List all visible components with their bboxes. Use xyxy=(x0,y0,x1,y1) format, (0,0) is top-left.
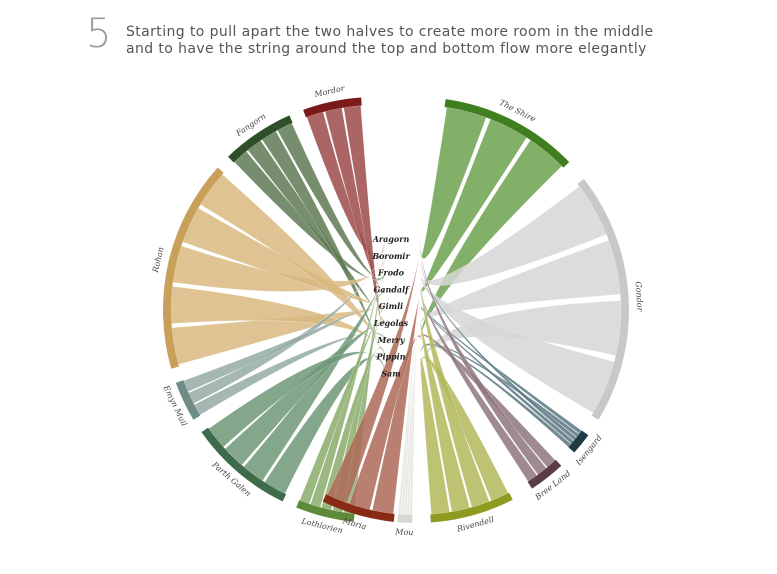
arc-isengard xyxy=(568,430,589,453)
ribbon-mordor xyxy=(343,105,386,341)
arc-label-mordor: Mordor xyxy=(313,84,347,100)
arc-fangorn xyxy=(228,115,293,163)
ribbon-isengard xyxy=(420,254,577,441)
arc-emyn-muil xyxy=(175,380,201,420)
arc-the-shire xyxy=(444,99,570,168)
ribbon-fangorn xyxy=(261,130,386,375)
arc-label-gondor: Gondor xyxy=(634,281,645,313)
caption-line-2: and to have the string around the top an… xyxy=(126,41,647,57)
character-label-aragorn: Aragorn xyxy=(372,234,410,244)
ribbon-rivendell xyxy=(420,271,490,508)
ribbon-parth-galen xyxy=(243,271,386,482)
character-label-gandalf: Gandalf xyxy=(373,284,410,294)
arc-mou xyxy=(397,514,413,523)
ribbon-isengard xyxy=(420,304,575,445)
arc-lothlorien xyxy=(296,500,355,522)
ribbon-moria xyxy=(371,288,422,514)
character-label-layer: Aragorn Boromir Frodo Gandalf Gimli Legolas Me… xyxy=(371,234,410,378)
character-label-merry: Merry xyxy=(376,335,405,345)
ribbon-mou xyxy=(398,304,422,515)
character-label-gimli: Gimli xyxy=(379,301,403,311)
caption: Starting to pull apart the two halves to… xyxy=(126,24,766,58)
arc-parth-galen xyxy=(201,427,287,502)
step-number: 5 xyxy=(86,11,112,57)
character-label-sam: Sam xyxy=(381,368,400,378)
caption-line-1: Starting to pull apart the two halves to… xyxy=(126,24,654,40)
arc-label-rohan: Rohan xyxy=(151,246,166,274)
ribbon-emyn-muil xyxy=(193,332,386,416)
arc-rivendell xyxy=(430,492,513,523)
arc-label-moria: Moria xyxy=(341,516,368,532)
ribbon-rivendell xyxy=(419,357,450,515)
arc-layer xyxy=(162,97,629,523)
ribbon-bree-land xyxy=(420,288,538,482)
ribbon-gondor xyxy=(420,271,615,414)
ribbon-mordor xyxy=(306,111,386,259)
character-label-pippin: Pippin xyxy=(375,352,405,362)
ribbon-bree-land xyxy=(420,237,547,476)
character-label-legolas: Legolas xyxy=(373,318,409,328)
ribbon-rohan xyxy=(172,245,386,292)
character-label-boromir: Boromir xyxy=(371,251,410,261)
ribbon-lothlorien xyxy=(321,346,386,511)
ribbon-mou xyxy=(403,347,422,515)
arc-mordor xyxy=(303,97,362,118)
ribbon-emyn-muil xyxy=(183,288,386,392)
character-label-frodo: Frodo xyxy=(377,268,405,278)
arc-label-mou: Mou xyxy=(394,527,414,537)
ribbon-lothlorien xyxy=(310,254,386,508)
arc-moria xyxy=(322,494,395,522)
ribbon-lothlorien xyxy=(299,304,386,505)
ribbon-layer xyxy=(170,105,622,516)
ribbon-fangorn xyxy=(277,122,386,280)
ribbon-rivendell xyxy=(420,321,471,513)
arc-bree-land xyxy=(527,459,562,489)
ribbon-parth-galen xyxy=(224,320,386,466)
arc-gondor xyxy=(577,178,629,420)
ribbon-moria xyxy=(326,237,422,504)
arc-rohan xyxy=(162,167,224,369)
